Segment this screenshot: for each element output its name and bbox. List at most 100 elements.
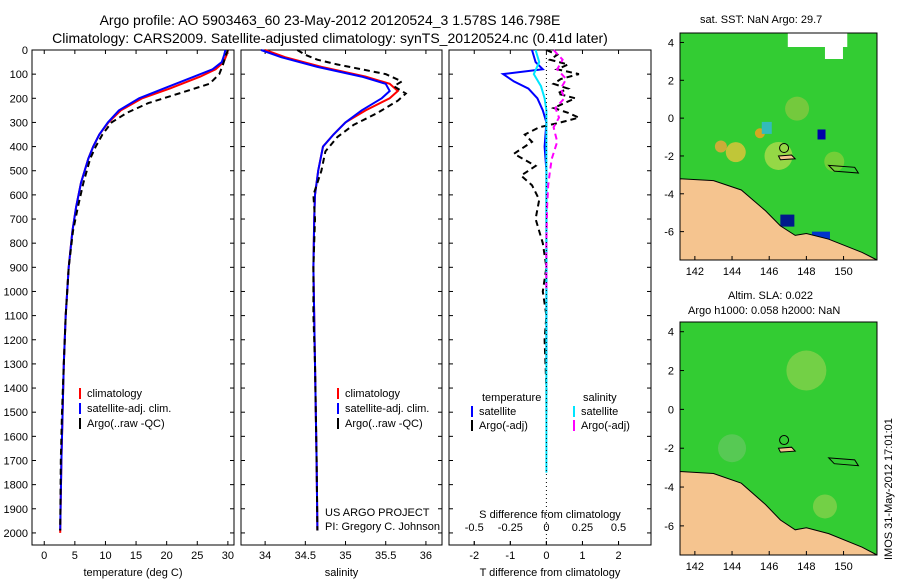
y-tick-label: 300	[10, 117, 28, 129]
legend-label: climatology	[87, 388, 143, 400]
x-tick-label: 15	[130, 550, 142, 562]
map-x-tick-label: 150	[834, 561, 852, 573]
panel-frame-differences	[448, 49, 652, 546]
map-land-island	[777, 154, 797, 161]
x2-tick-label: 0	[543, 522, 549, 534]
map-land-island	[827, 164, 860, 174]
y-tick-label: 1300	[4, 359, 28, 371]
map-nodata	[787, 33, 848, 47]
x-tick-label: 10	[99, 550, 111, 562]
map-x-tick-label: 150	[834, 266, 852, 278]
map-y-tick-label: 0	[668, 404, 674, 416]
y-tick-label: 1200	[4, 335, 28, 347]
sst-map-title: sat. SST: NaN Argo: 29.7	[700, 14, 823, 26]
x2-tick-label: -0.5	[465, 522, 484, 534]
series-line-salinity-2	[296, 49, 408, 531]
map-land-island	[777, 446, 797, 453]
legend-label: Argo(-adj)	[581, 420, 630, 432]
series-line-differences-2	[532, 49, 548, 473]
map-frame	[679, 321, 878, 556]
legend-label: climatology	[345, 388, 401, 400]
y-tick-label: 1900	[4, 504, 28, 516]
y-tick-label: 100	[10, 69, 28, 81]
map-y-tick-label: 4	[668, 37, 674, 49]
y-tick-label: 1500	[4, 407, 28, 419]
map-x-tick-label: 148	[797, 561, 815, 573]
map-x-tick-label: 144	[723, 266, 741, 278]
x-tick-label: 30	[222, 550, 234, 562]
map-x-tick-label: 142	[686, 266, 704, 278]
map-y-tick-label: -6	[664, 227, 674, 239]
series-line-differences-3	[545, 49, 568, 292]
y-tick-label: 1400	[4, 383, 28, 395]
x-tick-label: 0	[543, 550, 549, 562]
y-tick-label: 0	[22, 45, 28, 57]
project-annotation: US ARGO PROJECT	[325, 507, 430, 519]
y-tick-label: 1800	[4, 480, 28, 492]
y-tick-label: 2000	[4, 528, 28, 540]
map-cold-spot	[811, 231, 830, 242]
y-tick-label: 700	[10, 214, 28, 226]
x-tick-label: 35.5	[375, 550, 396, 562]
pi-annotation: PI: Gregory C. Johnson	[325, 521, 440, 533]
map-nodata	[824, 47, 843, 59]
x-tick-label: 20	[161, 550, 173, 562]
y-tick-label: 200	[10, 93, 28, 105]
x-axis-label: salinity	[325, 567, 359, 579]
map-y-tick-label: -6	[664, 521, 674, 533]
legend-header-salinity: salinity	[583, 392, 617, 404]
sla-map-title2: Argo h1000: 0.058 h2000: NaN	[688, 305, 841, 317]
x-tick-label: 34.5	[295, 550, 316, 562]
map-y-tick-label: 2	[668, 75, 674, 87]
legend-label: satellite-adj. clim.	[345, 403, 429, 415]
y-tick-label: 1100	[4, 311, 28, 323]
map-field-patch	[785, 96, 810, 121]
x2-axis-label: S difference from climatology	[479, 509, 621, 521]
y-tick-label: 1600	[4, 431, 28, 443]
legend-label: satellite	[479, 406, 516, 418]
panel-frame-temperature	[31, 49, 235, 546]
x-tick-label: 25	[191, 550, 203, 562]
x2-tick-label: 0.5	[611, 522, 626, 534]
x2-tick-label: 0.25	[572, 522, 593, 534]
x-tick-label: 1	[579, 550, 585, 562]
x-axis-label: temperature (deg C)	[83, 567, 182, 579]
x-tick-label: 5	[72, 550, 78, 562]
y-tick-label: 900	[10, 262, 28, 274]
figure-title-line2: Climatology: CARS2009. Satellite-adjuste…	[52, 30, 608, 46]
panel-frame-salinity	[240, 49, 443, 546]
y-tick-label: 800	[10, 238, 28, 250]
map-y-tick-label: 0	[668, 113, 674, 125]
map-x-tick-label: 146	[760, 266, 778, 278]
x-tick-label: 2	[615, 550, 621, 562]
map-field-patch	[824, 151, 845, 172]
map-field-patch	[812, 494, 837, 519]
legend-label: Argo(..raw -QC)	[87, 418, 165, 430]
x-tick-label: 0	[41, 550, 47, 562]
map-frame	[679, 32, 878, 261]
map-y-tick-label: -2	[664, 151, 674, 163]
series-line-temperature-1	[59, 49, 227, 531]
map-cold-spot	[817, 129, 826, 140]
map-field-patch	[718, 434, 747, 463]
legend-header-temperature: temperature	[482, 392, 541, 404]
y-tick-label: 400	[10, 142, 28, 154]
argo-position-marker	[779, 143, 790, 154]
x-tick-label: 36	[420, 550, 432, 562]
y-tick-label: 1000	[4, 286, 28, 298]
x-tick-label: 35	[339, 550, 351, 562]
map-x-tick-label: 146	[760, 561, 778, 573]
map-field-patch	[786, 350, 827, 391]
x-tick-label: 34	[259, 550, 271, 562]
x2-tick-label: -0.25	[498, 522, 523, 534]
y-tick-label: 1700	[4, 455, 28, 467]
map-cold-spot	[780, 214, 795, 227]
map-y-tick-label: 2	[668, 366, 674, 378]
legend-label: satellite-adj. clim.	[87, 403, 171, 415]
x-tick-label: -2	[469, 550, 479, 562]
map-y-tick-label: -4	[664, 482, 674, 494]
map-cool-spot	[761, 121, 772, 134]
map-x-tick-label: 144	[723, 561, 741, 573]
legend-label: satellite	[581, 406, 618, 418]
